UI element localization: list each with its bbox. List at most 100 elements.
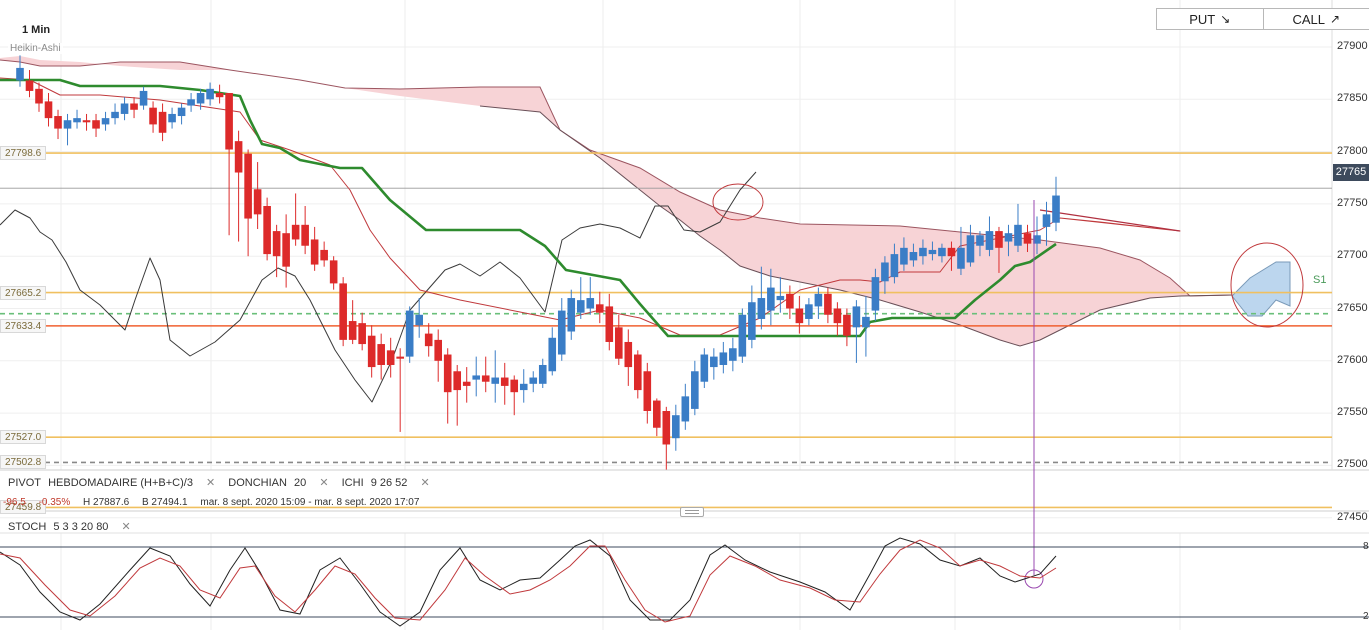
- remove-donchian-icon[interactable]: ✕: [319, 477, 329, 489]
- candle-body: [424, 333, 433, 347]
- candle-body: [367, 335, 376, 368]
- candle-body: [757, 298, 766, 319]
- candles-layer: [16, 55, 1060, 470]
- candle-body: [938, 247, 946, 257]
- put-button[interactable]: PUT ↘: [1157, 9, 1263, 29]
- candle-body: [586, 298, 595, 309]
- candle-body: [548, 337, 557, 372]
- candle-body: [434, 339, 443, 361]
- put-button-label: PUT: [1189, 11, 1216, 27]
- candle-body: [339, 283, 347, 340]
- candle-body: [263, 205, 271, 255]
- stoch-name[interactable]: STOCH: [8, 521, 47, 533]
- candle-body: [291, 224, 300, 240]
- senkou-span-a: [0, 59, 1233, 297]
- timeframe-label[interactable]: 1 Min: [22, 24, 51, 36]
- candle-body: [947, 247, 956, 257]
- candle-body: [82, 120, 91, 123]
- candle-body: [985, 231, 994, 250]
- arrow-down-right-icon: ↘: [1220, 12, 1231, 26]
- candle-body: [595, 304, 604, 313]
- remove-stoch-icon[interactable]: ✕: [121, 521, 131, 533]
- senkou-span-b: [479, 105, 1233, 347]
- candle-body: [500, 377, 509, 386]
- trade-buttons: PUT ↘ CALL ↗: [1156, 8, 1369, 30]
- level-label: 27527.0: [0, 430, 46, 445]
- stoch-level-20: 2: [1363, 611, 1369, 622]
- candle-body: [691, 371, 699, 409]
- candle-body: [862, 316, 870, 328]
- candle-body: [557, 310, 566, 355]
- call-button[interactable]: CALL ↗: [1262, 9, 1369, 29]
- candle-body: [919, 247, 927, 257]
- candle-body: [700, 354, 709, 382]
- candle-body: [272, 231, 281, 257]
- candle-body: [44, 101, 53, 119]
- call-button-label: CALL: [1292, 11, 1325, 27]
- candle-body: [767, 287, 775, 311]
- stoch-level-80: 8: [1363, 541, 1369, 552]
- candle-body: [748, 302, 756, 340]
- candle-body: [310, 239, 319, 265]
- donchian-name[interactable]: DONCHIAN: [228, 477, 287, 489]
- chikou-span: [0, 171, 757, 403]
- candle-body: [177, 107, 186, 117]
- panel-resize-handle[interactable]: [680, 507, 704, 517]
- candle-body: [710, 356, 718, 368]
- candle-body: [538, 364, 547, 384]
- candle-body: [653, 400, 661, 428]
- candle-body: [1014, 224, 1022, 246]
- candle-body: [510, 379, 519, 393]
- candle-body: [729, 348, 737, 361]
- candle-body: [614, 327, 623, 359]
- candle-body: [1052, 195, 1060, 223]
- candle-body: [1004, 233, 1013, 242]
- candle-body: [462, 381, 471, 386]
- candle-body: [377, 344, 385, 365]
- indicator-legend: PIVOT HEBDOMADAIRE (H+B+C)/3 ✕ DONCHIAN …: [8, 476, 440, 489]
- candle-body: [719, 352, 728, 365]
- candle-body: [54, 116, 62, 129]
- ohlc-readout: -96.5 -0.35% H 27887.6 B 27494.1 mar. 8 …: [3, 497, 429, 508]
- candle-body: [852, 306, 861, 328]
- candle-body: [624, 341, 633, 368]
- candle-body: [900, 247, 908, 265]
- candle-body: [909, 252, 918, 261]
- candle-body: [282, 233, 290, 267]
- candle-body: [472, 375, 481, 380]
- remove-pivot-icon[interactable]: ✕: [206, 477, 216, 489]
- candle-body: [139, 90, 148, 106]
- candle-body: [111, 111, 119, 119]
- candle-body: [25, 80, 34, 91]
- candle-body: [149, 107, 157, 125]
- candle-body: [786, 293, 794, 309]
- change-value: -96.5: [3, 497, 26, 508]
- annotation-circle: [1230, 242, 1304, 328]
- candle-body: [244, 153, 252, 219]
- candle-body: [633, 354, 642, 391]
- candle-body: [672, 415, 680, 439]
- candle-body: [976, 235, 984, 246]
- time-range: mar. 8 sept. 2020 15:09 - mar. 8 sept. 2…: [200, 497, 420, 508]
- ichi-name[interactable]: ICHI: [341, 477, 364, 489]
- candle-body: [491, 377, 500, 384]
- remove-ichi-icon[interactable]: ✕: [420, 477, 430, 489]
- level-label: 27665.2: [0, 285, 46, 300]
- candle-body: [643, 371, 652, 412]
- candle-body: [73, 118, 81, 123]
- candle-body: [738, 314, 747, 357]
- price-tick: 27600: [1337, 353, 1368, 366]
- ichimoku-cloud: [0, 56, 1291, 347]
- ichi-params: 9 26 52: [370, 477, 408, 489]
- candle-body: [814, 293, 823, 307]
- candle-body: [1042, 214, 1051, 227]
- candle-body: [187, 99, 195, 106]
- candle-body: [320, 249, 328, 261]
- pivot-name[interactable]: PIVOT: [8, 477, 42, 489]
- candle-body: [396, 356, 404, 359]
- arrow-up-right-icon: ↗: [1329, 12, 1341, 26]
- candle-body: [519, 383, 528, 391]
- candle-body: [966, 235, 975, 263]
- candle-body: [35, 88, 43, 104]
